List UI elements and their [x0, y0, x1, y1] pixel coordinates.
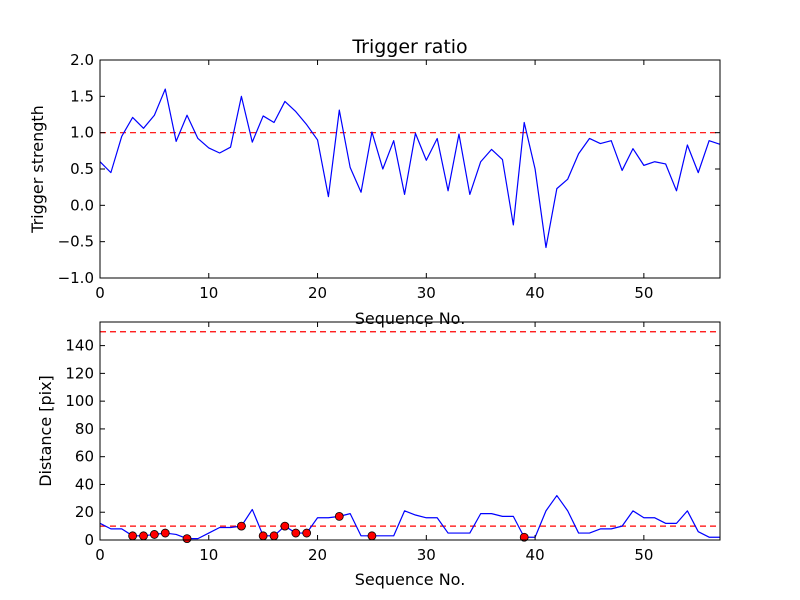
data-point — [519, 532, 529, 542]
y-axis-label: Distance [pix] — [36, 375, 55, 487]
data-point — [237, 521, 246, 531]
plot-frame — [99, 321, 721, 541]
x-tick-label: 30 — [417, 284, 436, 302]
y-tick-label: 100 — [65, 392, 94, 410]
plot-area: 0 10 20 30 40 50 140 120 100 80 60 40 20 0 — [65, 321, 721, 564]
y-tick-label: −0.5 — [58, 233, 94, 251]
x-tick-label: 20 — [308, 284, 327, 302]
data-point — [160, 528, 170, 538]
x-axis-label: Sequence No. — [355, 570, 466, 589]
data-point — [367, 531, 377, 541]
x-tick-label: 20 — [308, 546, 327, 564]
y-tick-label: 20 — [75, 503, 94, 521]
x-axis-label: Sequence No. — [355, 309, 466, 328]
trigger-ratio-chart: Trigger ratio Trigger strength Sequence … — [28, 36, 721, 328]
data-point — [291, 528, 301, 538]
x-tick-label: 40 — [526, 284, 545, 302]
x-tick-label: 0 — [95, 284, 105, 302]
series-line — [99, 88, 721, 249]
data-point — [302, 528, 312, 538]
x-tick-label: 10 — [199, 284, 218, 302]
y-tick-label: 0.0 — [70, 196, 94, 214]
y-tick-label: 40 — [75, 475, 94, 493]
data-point — [334, 511, 344, 521]
y-tick-label: −1.0 — [58, 269, 94, 287]
chart-title: Trigger ratio — [351, 36, 467, 58]
y-axis-label: Trigger strength — [28, 105, 47, 234]
y-tick-label: 2.0 — [70, 51, 94, 69]
data-point — [258, 531, 268, 541]
data-point — [280, 521, 290, 531]
x-tick-label: 0 — [95, 546, 105, 564]
x-tick-label: 10 — [199, 546, 218, 564]
y-tick-label: 1.5 — [70, 87, 94, 105]
distance-chart: Distance [pix] Sequence No. 0 10 20 30 40 50 1… — [36, 321, 721, 589]
series-line — [99, 494, 720, 540]
x-tick-label: 50 — [634, 546, 653, 564]
data-point — [139, 531, 148, 541]
x-tick-label: 40 — [526, 546, 545, 564]
y-tick-label: 80 — [75, 420, 94, 438]
data-point — [149, 530, 159, 539]
y-tick-label: 1.0 — [70, 124, 94, 142]
x-tick-label: 30 — [417, 546, 436, 564]
y-tick-label: 60 — [75, 448, 94, 466]
plot-area: 0 10 20 30 40 50 2.0 1.5 1.0 0.5 0.0 −0.5 −1.0 — [58, 51, 721, 302]
y-tick-label: 0.5 — [70, 160, 94, 178]
y-tick-label: 0 — [84, 531, 94, 549]
data-point — [182, 534, 192, 544]
x-tick-label: 50 — [634, 284, 653, 302]
data-point — [269, 531, 279, 541]
y-tick-label: 140 — [65, 337, 94, 355]
data-point — [128, 531, 138, 541]
y-tick-label: 120 — [65, 364, 94, 382]
